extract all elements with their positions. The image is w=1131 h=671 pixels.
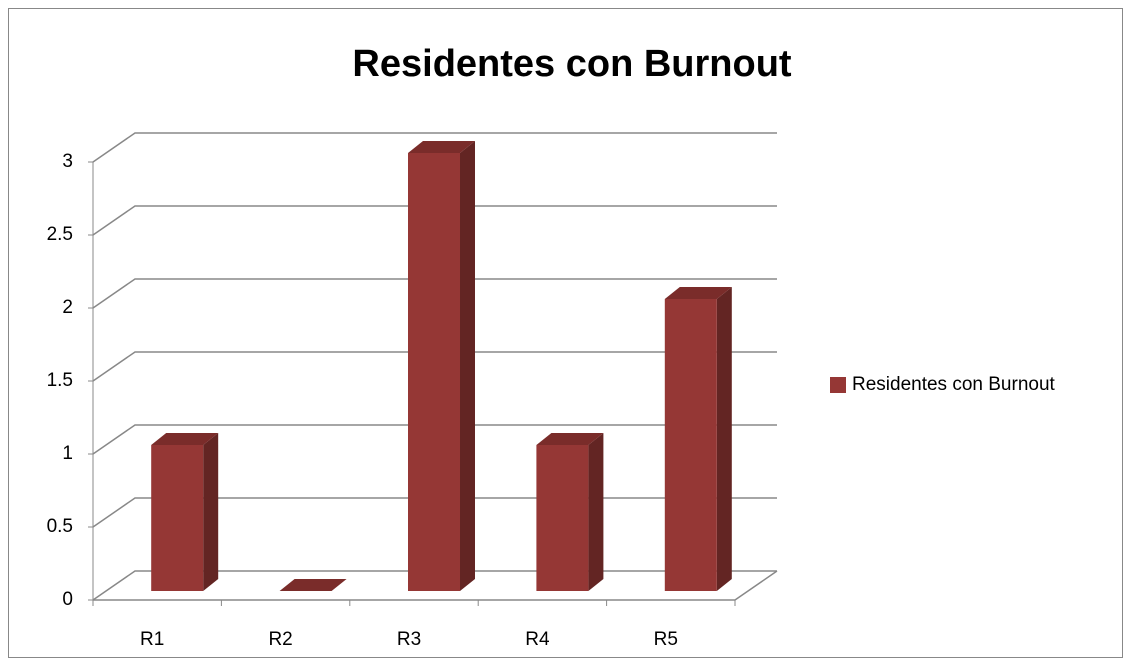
y-tick-label: 1.5 bbox=[47, 370, 73, 391]
legend-swatch bbox=[830, 377, 846, 393]
x-tick-label: R4 bbox=[525, 629, 550, 650]
bar-side bbox=[588, 433, 604, 591]
y-tick-label: 0 bbox=[62, 589, 73, 610]
bar-front bbox=[536, 445, 589, 591]
x-tick-label: R1 bbox=[140, 629, 164, 650]
x-tick-label: R2 bbox=[268, 629, 292, 650]
x-tick-label: R5 bbox=[654, 629, 678, 650]
grid-line bbox=[92, 205, 777, 236]
bar bbox=[536, 433, 604, 591]
y-tick-label: 3 bbox=[62, 151, 73, 172]
y-tick-label: 0.5 bbox=[47, 516, 73, 537]
bar-front bbox=[151, 445, 204, 591]
bar-front bbox=[664, 299, 717, 591]
bar-top bbox=[151, 433, 219, 445]
bar bbox=[408, 141, 475, 591]
grid-line bbox=[92, 132, 777, 163]
bar bbox=[664, 287, 732, 591]
y-tick-label: 2 bbox=[62, 297, 73, 318]
legend-label: Residentes con Burnout bbox=[852, 374, 1056, 395]
bar-side bbox=[203, 433, 219, 591]
y-tick-label: 1 bbox=[62, 443, 73, 464]
bar-top bbox=[408, 141, 475, 153]
bar-top bbox=[664, 287, 732, 299]
grid-line bbox=[92, 351, 777, 382]
grid-line bbox=[92, 424, 777, 455]
x-tick-label: R3 bbox=[397, 629, 421, 650]
bar bbox=[151, 433, 219, 591]
chart-title: Residentes con Burnout bbox=[352, 43, 791, 85]
y-tick-label: 2.5 bbox=[47, 224, 73, 245]
bar-top bbox=[279, 579, 347, 591]
bar bbox=[279, 579, 347, 591]
bar-top bbox=[536, 433, 604, 445]
grid-line bbox=[92, 278, 777, 309]
bar-side bbox=[460, 141, 475, 591]
bar-side bbox=[716, 287, 732, 591]
bar-front bbox=[408, 153, 460, 591]
